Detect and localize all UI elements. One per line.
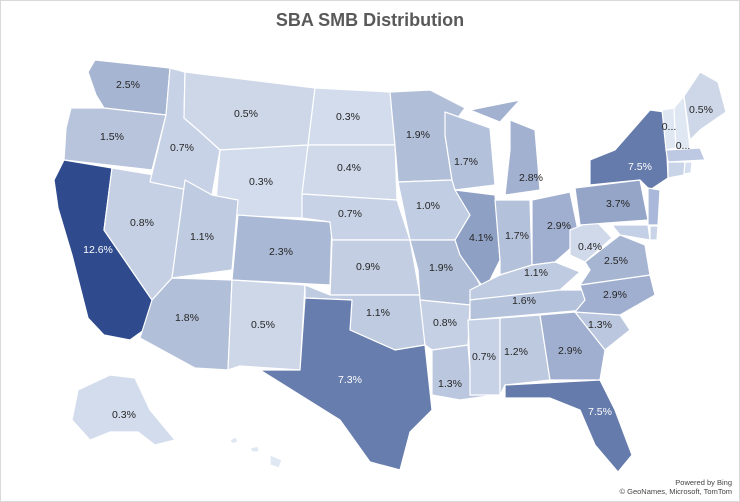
- state-label-wa: 2.5%: [116, 79, 140, 91]
- state-label-il: 4.1%: [469, 232, 493, 244]
- state-label-in: 1.7%: [505, 230, 529, 242]
- state-label-nc: 2.9%: [603, 289, 627, 301]
- state-label-mt: 0.5%: [234, 108, 258, 120]
- state-label-ut: 1.1%: [190, 231, 214, 243]
- state-label-va: 2.5%: [604, 255, 628, 267]
- state-label-ok: 1.1%: [366, 307, 390, 319]
- state-label-tx: 7.3%: [338, 374, 362, 386]
- map-attribution: Powered by Bing © GeoNames, Microsoft, T…: [620, 478, 733, 496]
- state-ms: [467, 317, 501, 396]
- state-label-vt: 0...: [662, 121, 677, 133]
- state-label-pa: 3.7%: [606, 198, 630, 210]
- state-ga: [539, 311, 606, 381]
- state-or: [63, 107, 167, 171]
- attribution-sources: © GeoNames, Microsoft, TomTom: [619, 487, 733, 496]
- state-wi: [444, 111, 496, 191]
- state-ak: [71, 374, 176, 446]
- state-de: [649, 225, 659, 241]
- state-label-ms: 0.7%: [472, 351, 496, 363]
- state-al: [499, 314, 551, 396]
- state-label-fl: 7.5%: [588, 406, 612, 418]
- state-ma: [665, 147, 706, 163]
- state-label-me: 0.5%: [689, 104, 713, 116]
- state-label-oh: 2.9%: [547, 220, 571, 232]
- map-title: SBA SMB Distribution: [275, 10, 465, 30]
- state-label-mn: 1.9%: [406, 129, 430, 141]
- state-label-ga: 2.9%: [558, 345, 582, 357]
- state-oh: [531, 191, 581, 266]
- state-label-sd: 0.4%: [337, 162, 361, 174]
- state-label-ny: 7.5%: [628, 161, 652, 173]
- state-label-id: 0.7%: [170, 142, 194, 154]
- state-label-nv: 0.8%: [130, 217, 154, 229]
- state-nm: [227, 279, 306, 371]
- state-label-sc: 1.3%: [588, 319, 612, 331]
- state-label-nd: 0.3%: [336, 111, 360, 123]
- state-label-ne: 0.7%: [338, 208, 362, 220]
- state-label-wy: 0.3%: [249, 176, 273, 188]
- state-label-nm: 0.5%: [251, 319, 275, 331]
- state-label-ia: 1.0%: [416, 200, 440, 212]
- state-label-al: 1.2%: [504, 346, 528, 358]
- state-label-az: 1.8%: [175, 312, 199, 324]
- state-label-ak: 0.3%: [112, 409, 136, 421]
- state-mi: [469, 99, 541, 196]
- attribution-powered-by: Powered by Bing: [675, 478, 732, 487]
- state-nj: [647, 187, 661, 226]
- state-fl: [504, 379, 633, 473]
- state-ct: [667, 161, 686, 179]
- state-label-tn: 1.6%: [512, 295, 536, 307]
- state-label-ca: 12.6%: [83, 244, 113, 256]
- state-tx: [259, 297, 433, 471]
- state-ny: [589, 109, 669, 191]
- state-label-la: 1.3%: [438, 378, 462, 390]
- state-hi: [229, 436, 283, 469]
- state-label-wi: 1.7%: [454, 156, 478, 168]
- state-ri: [683, 161, 693, 175]
- state-label-ky: 1.1%: [524, 267, 548, 279]
- state-label-ks: 0.9%: [356, 261, 380, 273]
- state-label-or: 1.5%: [100, 131, 124, 143]
- state-ut: [171, 179, 239, 279]
- state-label-mi: 2.8%: [519, 172, 543, 184]
- state-label-wv: 0.4%: [578, 241, 602, 253]
- state-me: [683, 71, 727, 141]
- state-label-mo: 1.9%: [429, 262, 453, 274]
- state-label-nh: 0...: [676, 140, 691, 152]
- state-label-ar: 0.8%: [433, 317, 457, 329]
- state-label-co: 2.3%: [269, 246, 293, 258]
